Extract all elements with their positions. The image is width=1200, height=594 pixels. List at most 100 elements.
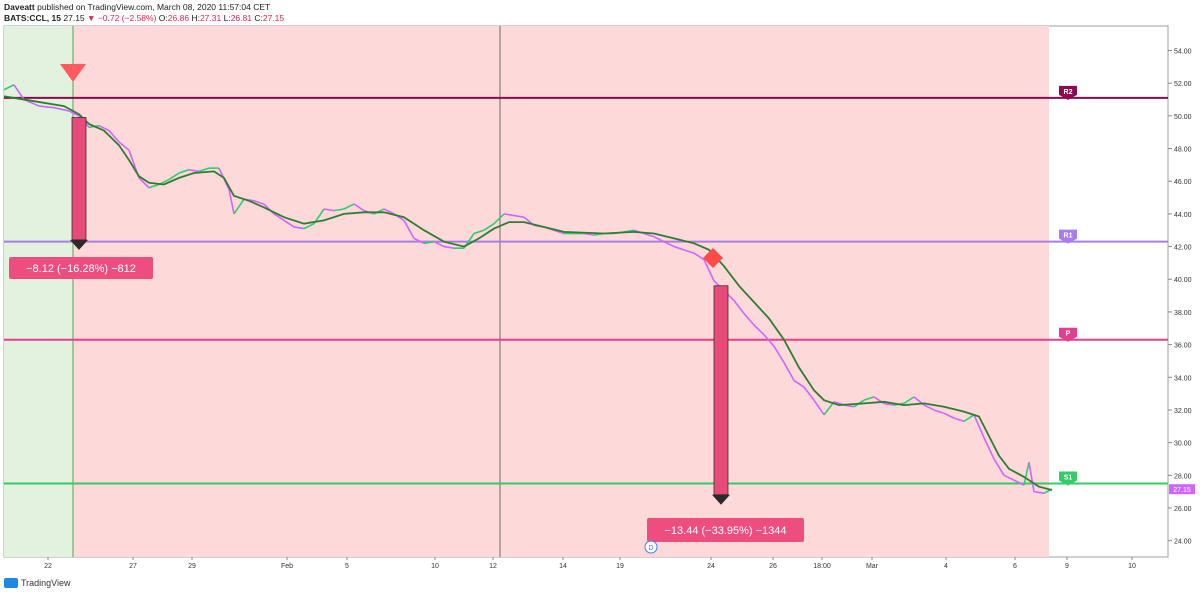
level-label-r1: R1 <box>1064 233 1073 240</box>
published-text: published on TradingView.com, March 08, … <box>37 2 271 12</box>
price-segment <box>423 240 435 245</box>
trade-arrow-body <box>713 285 729 496</box>
price-segment <box>663 240 675 248</box>
chart-header: Daveatt published on TradingView.com, Ma… <box>4 2 284 24</box>
price-segment <box>763 334 775 347</box>
long-zone <box>4 26 73 557</box>
x-tick-label: 12 <box>489 563 497 570</box>
open-value: 26.86 <box>167 13 190 23</box>
x-tick-label: 10 <box>431 563 439 570</box>
level-tag-r2 <box>1059 85 1077 100</box>
publisher-name[interactable]: Daveatt <box>4 2 35 12</box>
y-tick-label: 50.00 <box>1174 114 1192 121</box>
level-label-s1: S1 <box>1064 474 1073 481</box>
y-tick-label: 54.00 <box>1174 49 1192 56</box>
price-segment <box>118 141 130 151</box>
x-tick-label: 26 <box>769 563 777 570</box>
price-segment <box>413 237 425 245</box>
high-value: 27.31 <box>199 13 222 23</box>
publish-line: Daveatt published on TradingView.com, Ma… <box>4 2 284 13</box>
price-segment <box>1033 490 1045 495</box>
price-segment <box>803 386 815 401</box>
symbol-label[interactable]: BATS:CCL, 15 <box>4 13 61 23</box>
tradingview-logo-icon <box>4 578 18 588</box>
x-tick-label: 29 <box>188 563 196 570</box>
price-segment <box>693 252 705 261</box>
price-segment <box>168 172 180 181</box>
x-tick-label: 4 <box>944 563 948 570</box>
short-zone <box>73 26 1049 557</box>
y-tick-label: 40.00 <box>1174 277 1192 284</box>
trade-result-label: −13.44 (−33.95%) −1344 <box>664 525 786 537</box>
price-segment <box>963 414 975 423</box>
price-segment <box>283 219 295 228</box>
level-tag-s1 <box>1059 471 1077 486</box>
y-tick-label: 38.00 <box>1174 310 1192 317</box>
price-segment <box>1023 462 1030 486</box>
x-tick-label: 24 <box>707 563 715 570</box>
level-label-p: P <box>1066 331 1071 338</box>
price-segment <box>703 259 715 282</box>
x-tick-label: Mar <box>866 563 879 570</box>
low-label: L: <box>223 13 231 23</box>
dividend-marker-icon <box>644 540 658 554</box>
price-segment <box>148 183 160 189</box>
x-tick-label: 5 <box>345 563 349 570</box>
level-tag-r1 <box>1059 229 1077 244</box>
open-label: O: <box>158 13 168 23</box>
y-tick-label: 42.00 <box>1174 245 1192 252</box>
price-segment <box>443 245 455 249</box>
price-segment <box>673 245 685 251</box>
price-segment <box>793 379 805 388</box>
x-tick-label: 18:00 <box>813 563 831 570</box>
level-label-r2: R2 <box>1064 89 1073 96</box>
y-tick-label: 32.00 <box>1174 408 1192 415</box>
y-tick-label: 52.00 <box>1174 81 1192 88</box>
price-segment <box>943 412 955 419</box>
price-segment <box>503 213 515 217</box>
price-segment <box>993 458 1005 476</box>
price-segment <box>863 396 875 401</box>
x-tick-label: 6 <box>1013 563 1017 570</box>
price-segment <box>253 200 265 205</box>
x-tick-label: 14 <box>559 563 567 570</box>
price-segment <box>13 84 25 100</box>
dividend-marker-letter: D <box>648 545 653 552</box>
price-segment <box>108 130 120 143</box>
price-segment <box>273 213 285 222</box>
x-tick-label: 27 <box>129 563 137 570</box>
y-tick-label: 28.00 <box>1174 473 1192 480</box>
price-segment <box>653 236 665 243</box>
ohlc-line: BATS:CCL, 15 27.15 ▼ −0.72 (−2.58%) O:26… <box>4 13 284 24</box>
x-tick-label: 22 <box>44 563 52 570</box>
price-segment <box>513 214 525 218</box>
trade-arrow-head-icon <box>70 239 88 250</box>
price-segment <box>643 232 655 238</box>
price-segment <box>1003 474 1015 481</box>
price-segment <box>293 226 305 230</box>
trade-result-box <box>647 518 804 542</box>
last-price-tag-label: 27.15 <box>1173 487 1191 494</box>
price-segment <box>923 404 935 411</box>
price-segment <box>583 232 595 236</box>
price-segment <box>178 169 190 174</box>
y-tick-label: 46.00 <box>1174 179 1192 186</box>
price-segment <box>473 229 485 235</box>
trade-result-box <box>9 257 153 279</box>
price-segment <box>303 222 315 230</box>
y-tick-label: 44.00 <box>1174 212 1192 219</box>
x-tick-label: Feb <box>281 563 293 570</box>
price-segment <box>903 396 915 405</box>
sell-signal-triangle-icon <box>60 64 86 82</box>
price-segment <box>323 208 335 212</box>
price-segment <box>188 168 200 173</box>
price-segment <box>743 313 755 326</box>
change-value: ▼ −0.72 (−2.58%) <box>87 13 157 23</box>
footer-brand[interactable]: TradingView <box>21 578 71 588</box>
price-segment <box>68 110 80 117</box>
price-segment <box>198 167 210 173</box>
price-segment <box>973 414 985 439</box>
price-segment <box>773 345 785 363</box>
price-segment <box>683 249 695 254</box>
